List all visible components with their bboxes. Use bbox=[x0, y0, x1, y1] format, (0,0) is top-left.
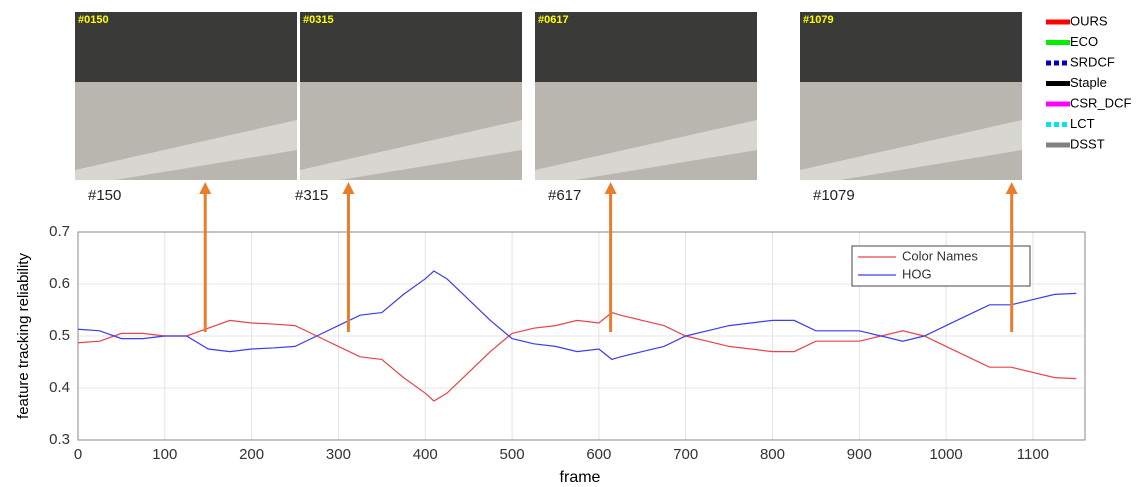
x-tick-label: 500 bbox=[500, 446, 525, 463]
y-tick-label: 0.6 bbox=[49, 275, 70, 292]
annotation-arrowhead bbox=[199, 182, 212, 194]
x-tick-label: 100 bbox=[152, 446, 177, 463]
frame-caption: #150 bbox=[88, 187, 121, 204]
ruler bbox=[300, 120, 522, 180]
ruler bbox=[535, 120, 757, 180]
legend-label: HOG bbox=[902, 266, 932, 281]
tracker-legend-label: ECO bbox=[1070, 34, 1098, 49]
x-tick-label: 0 bbox=[74, 446, 82, 463]
frame-caption: #617 bbox=[548, 187, 581, 204]
x-tick-label: 600 bbox=[586, 446, 611, 463]
x-tick-label: 900 bbox=[847, 446, 872, 463]
frame-image-shade bbox=[300, 12, 522, 82]
y-tick-label: 0.7 bbox=[49, 223, 70, 240]
tracker-legend-label: CSR_DCF bbox=[1070, 95, 1131, 110]
frame-caption: #315 bbox=[295, 187, 328, 204]
x-tick-label: 300 bbox=[326, 446, 351, 463]
y-tick-label: 0.3 bbox=[49, 431, 70, 448]
x-tick-label: 200 bbox=[239, 446, 264, 463]
frame-tag: #1079 bbox=[803, 14, 834, 26]
y-tick-label: 0.4 bbox=[49, 379, 70, 396]
tracker-legend-label: SRDCF bbox=[1070, 54, 1115, 69]
x-tick-label: 1000 bbox=[929, 446, 962, 463]
annotation-arrowhead bbox=[604, 182, 617, 194]
y-axis-label: feature tracking reliability bbox=[15, 253, 32, 419]
x-tick-label: 400 bbox=[413, 446, 438, 463]
x-axis-label: frame bbox=[560, 469, 601, 486]
x-tick-label: 800 bbox=[760, 446, 785, 463]
series-line bbox=[77, 311, 1077, 402]
frame-tag: #0315 bbox=[303, 14, 334, 26]
frame-tag: #0617 bbox=[538, 14, 569, 26]
tracker-legend-label: DSST bbox=[1070, 136, 1105, 151]
frame-image-shade bbox=[535, 12, 757, 82]
y-tick-label: 0.5 bbox=[49, 327, 70, 344]
frame-tag: #0150 bbox=[78, 14, 109, 26]
tracker-legend-label: LCT bbox=[1070, 116, 1095, 131]
ruler bbox=[75, 120, 297, 180]
legend-box bbox=[851, 245, 1031, 287]
tracker-legend-label: OURS bbox=[1070, 13, 1108, 28]
annotation-arrowhead bbox=[342, 182, 355, 194]
frame-image-shade bbox=[800, 12, 1022, 82]
x-tick-label: 700 bbox=[673, 446, 698, 463]
series-line bbox=[77, 270, 1077, 361]
x-tick-label: 1100 bbox=[1017, 446, 1049, 463]
annotation-arrowhead bbox=[1005, 182, 1018, 194]
plot-frame bbox=[77, 231, 1086, 441]
legend-label: Color Names bbox=[902, 248, 978, 263]
ruler bbox=[800, 120, 1022, 180]
frame-image-shade bbox=[75, 12, 297, 82]
frame-caption: #1079 bbox=[813, 187, 855, 204]
tracker-legend-label: Staple bbox=[1070, 75, 1107, 90]
